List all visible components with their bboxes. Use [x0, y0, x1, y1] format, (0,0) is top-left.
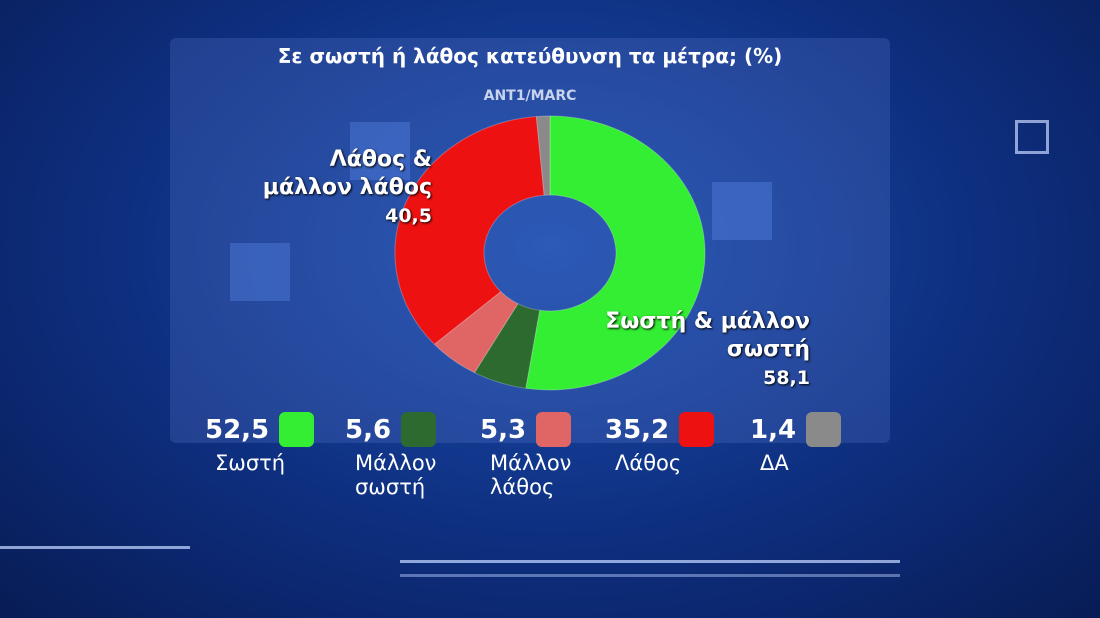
legend-value: 52,5: [205, 414, 270, 445]
legend-label: Σωστή: [215, 451, 286, 475]
legend-item: 1,4 ΔΑ: [750, 412, 860, 475]
legend-label: Μάλλον λάθος: [490, 451, 572, 499]
chart-title: Σε σωστή ή λάθος κατεύθυνση τα μέτρα; (%…: [277, 44, 783, 68]
legend-swatch: [806, 412, 842, 447]
legend-item: 35,2 Λάθος: [605, 412, 715, 475]
decoration: [350, 122, 410, 180]
annotation-text: Λάθος & μάλλον λάθος: [262, 147, 432, 200]
decoration: [1015, 120, 1049, 154]
legend-swatch: [279, 412, 315, 447]
decoration: [400, 560, 900, 563]
legend-label: Λάθος: [615, 451, 682, 475]
legend-item: 5,6 Μάλλον σωστή: [345, 412, 455, 499]
legend-item: 52,5 Σωστή: [205, 412, 315, 475]
legend-row: 1,4: [750, 412, 860, 447]
legend-value: 1,4: [750, 414, 797, 445]
decoration: [712, 182, 772, 240]
legend-swatch: [536, 412, 572, 447]
decoration: [230, 243, 290, 301]
legend-value: 5,6: [345, 414, 392, 445]
donut-slice: [525, 115, 706, 391]
donut-slice: [433, 290, 519, 374]
legend-swatch: [679, 412, 715, 447]
legend-value: 5,3: [480, 414, 527, 445]
annotation-value: 40,5: [385, 205, 432, 227]
legend-label: ΔΑ: [760, 451, 789, 475]
legend-row: 35,2: [605, 412, 715, 447]
legend-row: 5,3: [480, 412, 590, 447]
annotation-value: 58,1: [763, 367, 810, 389]
legend-swatch: [401, 412, 437, 447]
annotation: Λάθος & μάλλον λάθος 40,5: [262, 146, 432, 230]
legend-row: 52,5: [205, 412, 315, 447]
annotation: Σωστή & μάλλον σωστή 58,1: [600, 308, 810, 392]
donut-slice: [473, 303, 541, 389]
annotation-text: Σωστή & μάλλον σωστή: [605, 309, 810, 362]
decoration: [400, 574, 900, 577]
donut-slice: [394, 115, 545, 345]
legend-row: 5,6: [345, 412, 455, 447]
legend-item: 5,3 Μάλλον λάθος: [480, 412, 590, 499]
chart-source: ANT1/MARC: [483, 88, 577, 104]
legend-label: Μάλλον σωστή: [355, 451, 437, 499]
decoration: [0, 546, 190, 549]
legend-value: 35,2: [605, 414, 670, 445]
donut-slice: [535, 115, 551, 196]
